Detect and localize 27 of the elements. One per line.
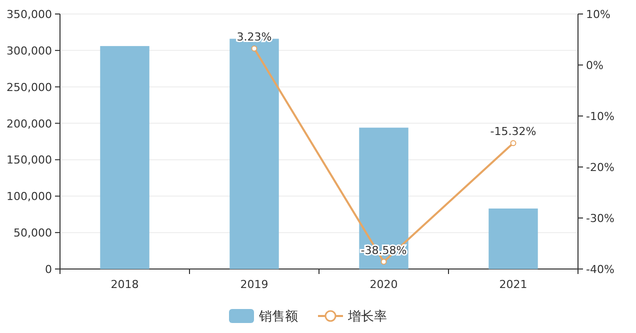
bar [100, 46, 150, 269]
bar [488, 208, 538, 269]
x-tick-label: 2021 [499, 278, 528, 291]
legend-label: 销售额 [258, 310, 298, 324]
y-tick-label: 100,000 [6, 190, 52, 204]
x-tick-label: 2020 [370, 278, 398, 291]
point [251, 46, 258, 52]
y-tick-label: 250,000 [6, 80, 52, 94]
data-label: -15.32% [490, 125, 536, 138]
bar [359, 128, 408, 269]
y2-tick-label: -30% [586, 212, 614, 225]
y-tick-label: 300,000 [6, 44, 52, 58]
x-tick-label: 2018 [110, 278, 139, 291]
y-tick-label: 50,000 [14, 226, 52, 240]
y2-tick-label: 0% [586, 59, 604, 72]
point [380, 258, 387, 265]
y-tick-label: 350,000 [6, 8, 52, 21]
y2-tick-label: -10% [586, 110, 614, 123]
y2-tick-label: -40% [586, 263, 614, 276]
legend-label: 增长率 [347, 308, 387, 324]
x-tick-label: 2019 [240, 278, 268, 291]
y2-tick-label: 10% [586, 8, 610, 21]
y-tick-label: 150,000 [6, 154, 52, 167]
y2-tick-label: -20% [586, 161, 614, 174]
point [510, 140, 516, 146]
y-tick-label: 0 [45, 263, 52, 276]
y-tick-label: 200,000 [6, 117, 52, 130]
